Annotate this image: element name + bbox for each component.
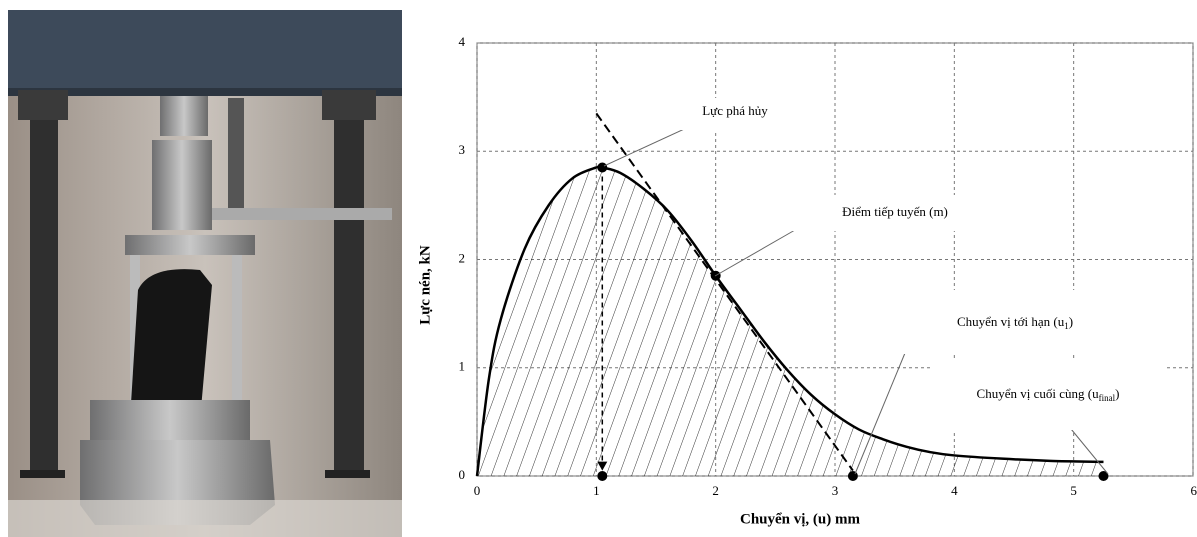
annotation-subscript: final: [1099, 393, 1116, 403]
chart: 0 1 2 3 4 5 6 0 1 2 3 4 Lực phá hủy Điểm tiếp tuyến (…: [410, 34, 1197, 537]
point: [597, 162, 608, 173]
x-tick-label: 6: [1191, 483, 1197, 498]
annotation: Điểm tiếp tuyến (m): [842, 204, 948, 219]
x-tick-label: 3: [832, 483, 839, 498]
y-tick-label: 0: [459, 467, 466, 482]
annotation: Chuyển vị tới hạn (u1): [957, 314, 1073, 331]
x-tick-label: 0: [474, 483, 481, 498]
photo: [8, 10, 402, 537]
annotation-text: ): [1069, 314, 1073, 329]
annotation-text: Chuyển vị tới hạn (u: [957, 314, 1065, 329]
annotation: Lực phá hủy: [702, 103, 768, 118]
x-label-box: [686, 505, 914, 537]
curve: [475, 165, 1104, 477]
x-tick-label: 2: [712, 483, 719, 498]
annotation-box: [900, 290, 1105, 354]
annotation-box: [665, 98, 790, 130]
arrow-head: [597, 461, 608, 471]
y-tick-label: 1: [459, 359, 466, 374]
point: [847, 471, 858, 481]
y-tick-label: 4: [459, 34, 466, 49]
annotation-text: Chuyển vị cuối cùng (u: [977, 386, 1100, 401]
x-axis-label: Chuyển vị, (u) mm: [740, 511, 861, 527]
y-tick-label: 3: [459, 142, 466, 157]
leader-line: [714, 229, 796, 277]
point: [1098, 471, 1109, 481]
annotation-box: [778, 195, 1010, 231]
leader-line: [603, 124, 694, 167]
x-tick-label: 1: [593, 483, 600, 498]
annotation-box: [930, 358, 1165, 430]
leader-line: [854, 352, 906, 475]
annotation-text: ): [1115, 386, 1119, 401]
hatch-area: [477, 166, 1104, 476]
annotation-text: Lực phá hủy: [702, 103, 768, 118]
point: [597, 471, 608, 481]
annotation: Chuyển vị cuối cùng (ufinal): [977, 386, 1120, 403]
x-tick-label: 5: [1070, 483, 1077, 498]
x-tick-label: 4: [951, 483, 958, 498]
annotation-subscript: 1: [1064, 321, 1069, 331]
y-tick-label: 2: [459, 250, 466, 265]
y-axis-label: Lực nén, kN: [417, 245, 433, 325]
tangent-line: [595, 112, 854, 472]
annotation-text: Điểm tiếp tuyến (m): [842, 204, 948, 219]
y-label-box: [410, 185, 442, 385]
